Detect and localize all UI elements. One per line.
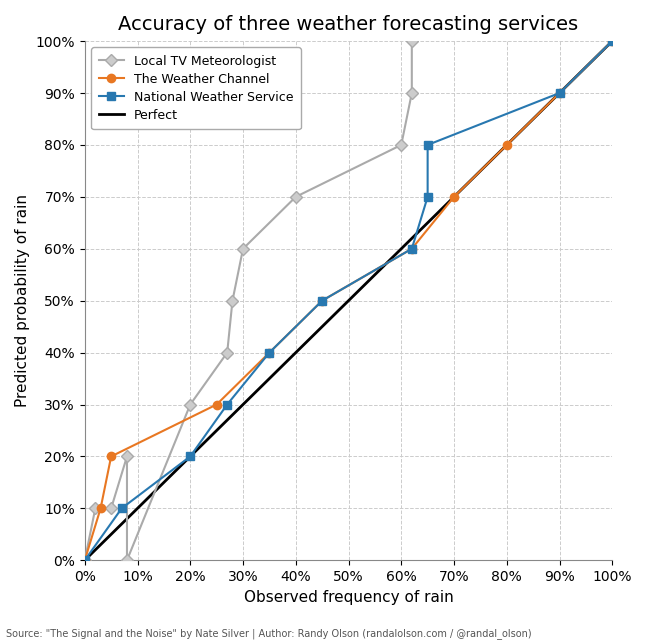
Line: National Weather Service: National Weather Service [81, 37, 617, 564]
The Weather Channel [503, 141, 510, 149]
The Weather Channel [107, 453, 115, 460]
The Weather Channel [213, 401, 221, 408]
Y-axis label: Predicted probability of rain: Predicted probability of rain [15, 194, 30, 407]
National Weather Service [424, 193, 432, 201]
National Weather Service [223, 401, 231, 408]
Line: Local TV Meteorologist: Local TV Meteorologist [81, 37, 416, 564]
Line: The Weather Channel: The Weather Channel [81, 37, 617, 564]
The Weather Channel [96, 505, 104, 512]
Local TV Meteorologist [228, 297, 236, 304]
Local TV Meteorologist [91, 505, 99, 512]
The Weather Channel [608, 37, 616, 45]
Local TV Meteorologist [239, 245, 247, 252]
Local TV Meteorologist [292, 193, 300, 201]
National Weather Service [81, 557, 89, 564]
Local TV Meteorologist [186, 401, 194, 408]
Local TV Meteorologist [107, 505, 115, 512]
The Weather Channel [450, 193, 458, 201]
National Weather Service [408, 245, 415, 252]
Local TV Meteorologist [123, 557, 131, 564]
Text: Source: "The Signal and the Noise" by Nate Silver | Author: Randy Olson (randalo: Source: "The Signal and the Noise" by Na… [6, 628, 532, 639]
Legend: Local TV Meteorologist, The Weather Channel, National Weather Service, Perfect: Local TV Meteorologist, The Weather Chan… [91, 48, 300, 129]
Local TV Meteorologist [123, 453, 131, 460]
Local TV Meteorologist [81, 557, 89, 564]
Local TV Meteorologist [408, 37, 415, 45]
Title: Accuracy of three weather forecasting services: Accuracy of three weather forecasting se… [118, 15, 578, 34]
X-axis label: Observed frequency of rain: Observed frequency of rain [244, 589, 454, 605]
National Weather Service [556, 89, 564, 97]
National Weather Service [424, 141, 432, 149]
The Weather Channel [318, 297, 326, 304]
National Weather Service [318, 297, 326, 304]
Local TV Meteorologist [223, 349, 231, 356]
Local TV Meteorologist [408, 89, 415, 97]
The Weather Channel [556, 89, 564, 97]
National Weather Service [265, 349, 273, 356]
The Weather Channel [265, 349, 273, 356]
National Weather Service [118, 505, 126, 512]
National Weather Service [186, 453, 194, 460]
The Weather Channel [408, 245, 415, 252]
National Weather Service [608, 37, 616, 45]
Local TV Meteorologist [397, 141, 405, 149]
The Weather Channel [81, 557, 89, 564]
